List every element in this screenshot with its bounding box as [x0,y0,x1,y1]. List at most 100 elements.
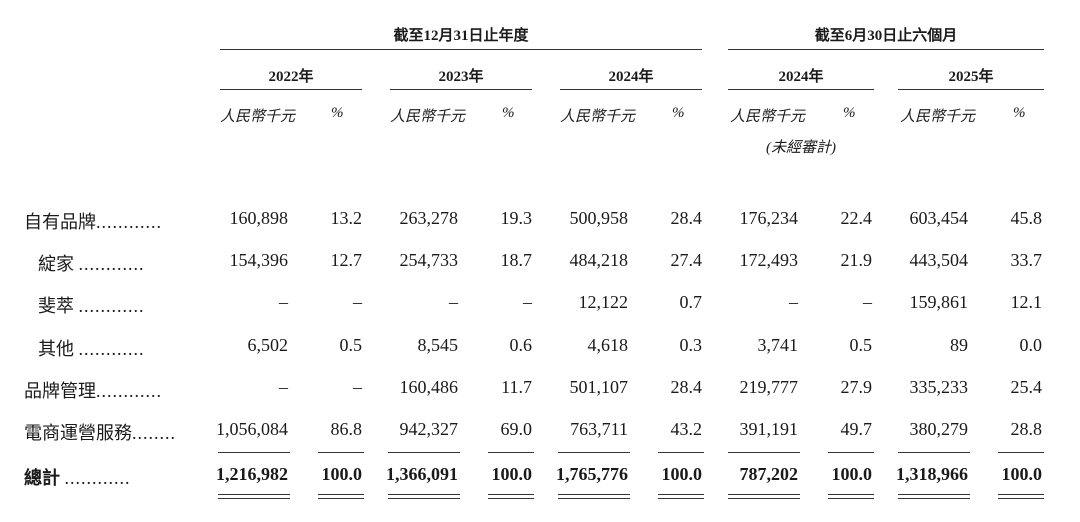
year-header-2022: 2022年 [268,69,314,85]
total-rule-top-2024-pct [658,452,704,453]
cell-zhanjia-2024h1-amount: 172,493 [739,250,799,270]
cell-others-2025h1-amount: 89 [950,335,968,355]
row-label-total: 總計 ............ [24,468,131,488]
cell-ecom-2024h1-amount: 391,191 [739,419,799,439]
year-header-2025-h1: 2025年 [948,69,994,85]
cell-brand-mgmt-2023-pct: 11.7 [501,377,532,397]
cell-feicui-2024h1-pct: – [863,292,872,312]
cell-others-2022-pct: 0.5 [339,335,363,355]
total-rule-bottom-a-2022-pct [318,494,364,495]
unit-amount-2025-h1: 人民幣千元 [900,109,976,125]
year-rule-2024 [560,89,702,90]
cell-ecom-2025h1-amount: 380,279 [909,419,969,439]
total-rule-top-2022-amount [218,452,290,453]
total-rule-bottom-b-2022-pct [318,498,364,499]
row-label-brand-management: 品牌管理............ [24,381,162,401]
year-rule-2024-h1 [728,89,874,90]
cell-others-2022-amount: 6,502 [247,335,289,355]
cell-feicui-2024-amount: 12,122 [578,292,629,312]
total-rule-bottom-b-2022-amount [218,498,290,499]
cell-zhanjia-2025h1-pct: 33.7 [1010,250,1043,270]
total-rule-bottom-a-2024h1-amount [728,494,800,495]
unit-amount-2022: 人民幣千元 [220,109,296,125]
cell-zhanjia-2024-pct: 27.4 [670,250,703,270]
cell-zhanjia-2023-amount: 254,733 [399,250,459,270]
cell-ecom-2025h1-pct: 28.8 [1010,419,1043,439]
total-rule-bottom-b-2024-amount [558,498,630,499]
total-rule-top-2023-pct [488,452,534,453]
cell-ecom-2022-pct: 86.8 [330,419,363,439]
total-rule-bottom-a-2024h1-pct [828,494,874,495]
unit-pct-2023: % [502,105,515,121]
row-label-ecommerce-ops: 電商運營服務........ [24,423,176,443]
cell-zhanjia-2024h1-pct: 21.9 [840,250,873,270]
cell-brand-mgmt-2022-pct: – [353,377,362,397]
cell-own-brand-2025h1-amount: 603,454 [909,208,969,228]
total-rule-bottom-a-2024-amount [558,494,630,495]
unit-pct-2024-h1: % [843,105,856,121]
cell-total-2024h1-pct: 100.0 [831,464,873,484]
total-rule-bottom-b-2024h1-amount [728,498,800,499]
cell-brand-mgmt-2024-pct: 28.4 [670,377,703,397]
cell-others-2024h1-pct: 0.5 [849,335,873,355]
unit-pct-2025-h1: % [1013,105,1026,121]
row-label-feicui: 斐萃 ............ [38,296,145,316]
unit-amount-2024-h1: 人民幣千元 [730,109,806,125]
cell-ecom-2024-pct: 43.2 [670,419,703,439]
cell-total-2025h1-amount: 1,318,966 [896,464,968,484]
cell-feicui-2024h1-amount: – [789,292,798,312]
cell-others-2025h1-pct: 0.0 [1019,335,1043,355]
cell-zhanjia-2025h1-amount: 443,504 [909,250,969,270]
group-header-fiscal-year: 截至12月31日止年度 [393,28,529,44]
cell-brand-mgmt-2022-amount: – [279,377,288,397]
cell-total-2022-amount: 1,216,982 [216,464,288,484]
cell-zhanjia-2022-pct: 12.7 [330,250,363,270]
cell-own-brand-2025h1-pct: 45.8 [1010,208,1043,228]
cell-brand-mgmt-2024h1-amount: 219,777 [739,377,799,397]
cell-total-2024-pct: 100.0 [661,464,703,484]
year-rule-2022 [220,89,362,90]
total-rule-bottom-a-2025h1-amount [898,494,970,495]
total-rule-bottom-b-2023-pct [488,498,534,499]
unit-pct-2022: % [331,105,344,121]
total-rule-top-2023-amount [388,452,460,453]
unit-amount-2023: 人民幣千元 [390,109,466,125]
cell-others-2024-pct: 0.3 [679,335,703,355]
total-rule-bottom-a-2023-amount [388,494,460,495]
cell-feicui-2022-amount: – [279,292,288,312]
group-header-rule-2 [728,49,1044,50]
row-label-others: 其他 ............ [38,339,145,359]
group-header-six-months: 截至6月30日止六個月 [814,28,958,44]
cell-feicui-2025h1-amount: 159,861 [909,292,969,312]
year-header-2024: 2024年 [608,69,654,85]
total-rule-top-2022-pct [318,452,364,453]
total-rule-top-2025h1-amount [898,452,970,453]
cell-ecom-2022-amount: 1,056,084 [216,419,288,439]
cell-total-2022-pct: 100.0 [321,464,363,484]
year-rule-2023 [390,89,532,90]
cell-brand-mgmt-2024h1-pct: 27.9 [840,377,873,397]
total-rule-top-2024-amount [558,452,630,453]
cell-feicui-2022-pct: – [353,292,362,312]
cell-own-brand-2023-amount: 263,278 [399,208,459,228]
row-label-zhanjia: 綻家 ............ [38,254,145,274]
cell-others-2023-pct: 0.6 [509,335,533,355]
cell-total-2024-amount: 1,765,776 [556,464,628,484]
cell-zhanjia-2022-amount: 154,396 [229,250,289,270]
unit-amount-2024: 人民幣千元 [560,109,636,125]
cell-others-2024h1-amount: 3,741 [757,335,799,355]
cell-others-2023-amount: 8,545 [417,335,459,355]
cell-own-brand-2024h1-pct: 22.4 [840,208,873,228]
total-rule-bottom-b-2024h1-pct [828,498,874,499]
unaudited-note: (未經審計) [766,140,836,156]
cell-brand-mgmt-2023-amount: 160,486 [399,377,459,397]
cell-own-brand-2024h1-amount: 176,234 [739,208,799,228]
cell-ecom-2024-amount: 763,711 [570,419,628,439]
cell-total-2024h1-amount: 787,202 [739,464,799,484]
total-rule-bottom-a-2024-pct [658,494,704,495]
cell-brand-mgmt-2025h1-amount: 335,233 [909,377,969,397]
cell-zhanjia-2024-amount: 484,218 [569,250,629,270]
year-rule-2025-h1 [898,89,1044,90]
cell-ecom-2023-pct: 69.0 [500,419,533,439]
row-label-own-brand: 自有品牌............ [24,212,162,232]
